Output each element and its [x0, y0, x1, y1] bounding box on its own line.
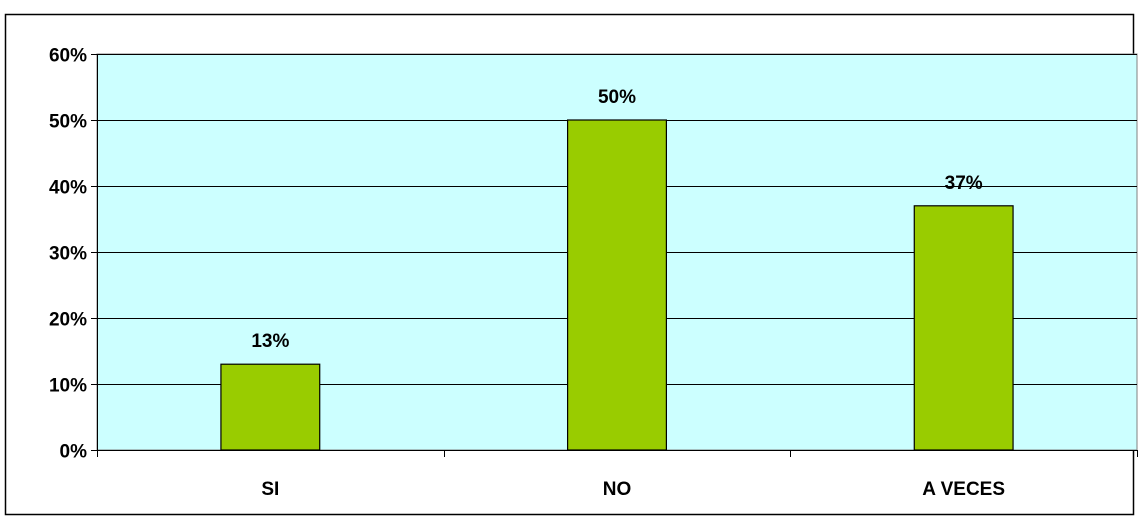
y-tick-label: 40%: [49, 178, 87, 199]
category-label: A VECES: [922, 479, 1005, 500]
bars: [220, 119, 1014, 451]
x-axis-tick-labels: SI NO A VECES: [261, 479, 1005, 500]
data-label: 13%: [251, 331, 289, 352]
category-label: NO: [603, 479, 632, 500]
category-label: SI: [261, 479, 279, 500]
bar-no: [566, 119, 667, 451]
data-labels: 13% 50% 37%: [251, 87, 982, 352]
y-tick-label: 50%: [49, 112, 87, 133]
y-tick-label: 20%: [49, 310, 87, 331]
data-label: 37%: [945, 173, 983, 194]
y-tick-label: 30%: [49, 244, 87, 265]
bar-si: [220, 363, 321, 451]
y-tick-label: 10%: [49, 376, 87, 397]
bar-a-veces: [913, 205, 1014, 451]
y-tick-label: 60%: [49, 46, 87, 67]
y-tick-label: 0%: [60, 442, 88, 463]
y-axis-tick-labels: 0% 10% 20% 30% 40% 50% 60%: [49, 46, 87, 463]
data-label: 50%: [598, 87, 636, 108]
